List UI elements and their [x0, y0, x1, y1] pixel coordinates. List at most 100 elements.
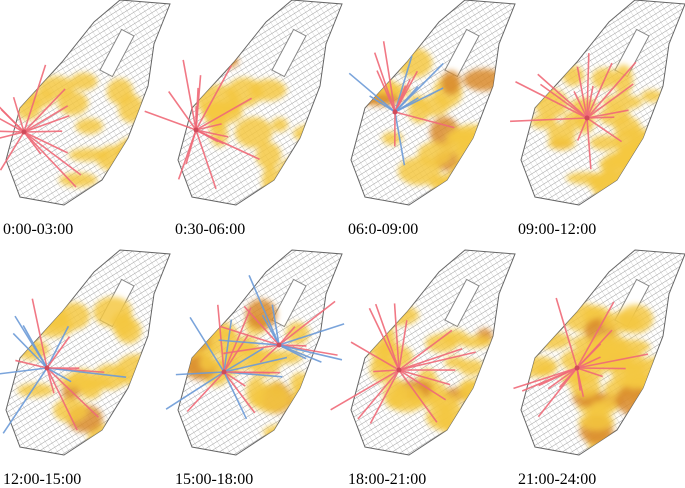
flow-line: [216, 304, 225, 373]
flow-line: [382, 41, 396, 113]
density-blob: [199, 353, 217, 372]
flow-line: [573, 91, 588, 119]
density-blob: [115, 137, 150, 162]
flow-line: [182, 59, 197, 131]
density-blob: [441, 329, 468, 345]
density-blob: [417, 141, 453, 167]
density-blob: [523, 314, 556, 339]
flow-line: [278, 323, 345, 346]
density-blob: [542, 59, 561, 79]
manhattan-outline: [5, 249, 171, 456]
density-blob: [57, 91, 89, 116]
panel-label: 06:0-09:00: [348, 221, 418, 238]
flow-line: [23, 64, 47, 133]
flow-line: [586, 85, 594, 119]
flow-line: [547, 367, 578, 390]
hub: [44, 365, 50, 371]
flow-line: [46, 367, 55, 394]
flow-line: [22, 325, 48, 369]
density-blob: [533, 332, 572, 350]
flow-line: [165, 371, 225, 410]
flow-line: [376, 70, 396, 113]
flow-line: [576, 356, 601, 369]
flow-line: [271, 304, 280, 346]
flow-line: [586, 116, 615, 119]
density-blob: [17, 383, 55, 398]
flow-line: [373, 52, 396, 113]
flow-line: [586, 61, 637, 119]
flow-line: [398, 348, 463, 371]
flow-line: [576, 367, 581, 391]
flow-line: [46, 336, 71, 369]
flow-line: [576, 329, 613, 369]
density-blob: [587, 332, 629, 364]
flow-line: [586, 109, 629, 119]
hub: [21, 129, 27, 135]
flow-line: [218, 339, 280, 346]
flow-line: [398, 369, 451, 386]
density-blob: [457, 379, 494, 405]
map-panel: [510, 0, 685, 206]
hub: [276, 342, 282, 348]
hub: [193, 127, 199, 133]
flow-line: [195, 123, 222, 131]
hub: [392, 109, 398, 115]
flow-line: [223, 371, 256, 414]
flow-line: [394, 111, 455, 129]
flow-line: [394, 111, 406, 166]
density-blob: [58, 374, 93, 389]
flow-line: [394, 87, 444, 113]
flow-line: [374, 303, 400, 371]
flow-line: [144, 110, 197, 131]
density-blob: [569, 376, 601, 398]
density-blob: [255, 142, 282, 169]
map-panel: [330, 249, 516, 456]
density-blob: [437, 172, 469, 197]
flow-line: [23, 131, 77, 188]
density-blob: [115, 354, 156, 386]
density-blob: [58, 172, 98, 188]
flow-line: [398, 320, 408, 371]
density-blob: [547, 123, 577, 143]
flow-line: [586, 83, 634, 119]
flow-line: [576, 367, 626, 370]
hub: [396, 367, 402, 373]
flow-line: [223, 371, 248, 420]
flow-line: [0, 130, 25, 133]
map-panel: [513, 249, 685, 456]
flow-line: [189, 316, 225, 373]
density-blob: [530, 114, 557, 129]
flow-line: [394, 55, 413, 113]
flow-line: [576, 117, 588, 141]
flow-line: [278, 326, 296, 346]
central-park: [271, 28, 307, 78]
density-blob: [578, 412, 615, 431]
flow-line: [223, 319, 233, 373]
density-blob: [609, 151, 634, 169]
density-blob: [589, 135, 622, 151]
density-blob: [641, 89, 663, 103]
flow-line: [12, 332, 48, 369]
density-blob: [251, 383, 291, 413]
flow-line: [586, 117, 623, 143]
flow-line: [398, 369, 438, 423]
density-blob: [379, 305, 419, 326]
flow-line: [398, 329, 453, 371]
density-blob: [445, 428, 486, 442]
flow-line: [0, 131, 25, 171]
flow-line: [369, 369, 400, 424]
flow-line: [223, 356, 288, 373]
central-park: [99, 28, 135, 78]
flow-line: [195, 129, 229, 138]
flow-line: [558, 367, 578, 388]
flow-line: [576, 353, 649, 369]
flow-line: [2, 367, 48, 434]
density-blob: [278, 156, 322, 188]
flow-line: [576, 367, 603, 378]
density-blob: [444, 355, 466, 369]
flow-line: [223, 371, 280, 374]
panel-label: 21:00-24:00: [518, 471, 596, 488]
hub: [221, 369, 227, 375]
flow-line: [0, 367, 48, 375]
density-blob: [234, 117, 273, 148]
